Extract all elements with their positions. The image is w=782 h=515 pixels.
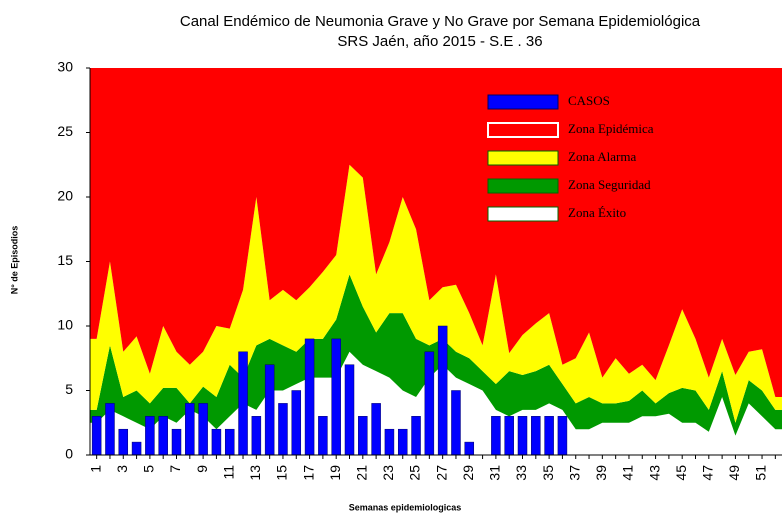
- x-tick-label: 27: [433, 465, 449, 481]
- legend-label: Zona Epidémica: [568, 121, 654, 136]
- legend-swatch: [487, 122, 559, 138]
- x-tick-label: 17: [300, 465, 316, 481]
- bar: [264, 364, 275, 456]
- legend-swatch: [487, 206, 559, 222]
- bar: [278, 403, 288, 456]
- bar: [105, 403, 115, 456]
- x-tick-label: 37: [566, 465, 582, 481]
- x-tick-label: 23: [380, 465, 396, 481]
- y-tick-label: 0: [65, 446, 73, 462]
- bar: [331, 338, 341, 456]
- bar: [397, 428, 408, 456]
- x-tick-label: 13: [247, 465, 263, 481]
- bar: [437, 325, 448, 456]
- bar: [251, 416, 262, 456]
- bar: [158, 416, 168, 456]
- bar: [211, 428, 222, 456]
- bar: [544, 416, 554, 456]
- x-tick-label: 19: [327, 465, 343, 481]
- x-tick-label: 51: [753, 465, 769, 481]
- y-tick-label: 5: [65, 381, 73, 397]
- bar: [145, 416, 155, 456]
- legend-swatch: [487, 178, 559, 194]
- x-tick-label: 15: [274, 465, 290, 481]
- chart-subtitle: SRS Jaén, año 2015 - S.E . 36: [337, 33, 542, 50]
- x-tick-label: 31: [487, 465, 503, 481]
- x-tick-label: 25: [407, 465, 423, 481]
- y-tick-label: 30: [57, 59, 73, 75]
- bar: [491, 416, 501, 456]
- y-tick-label: 10: [57, 317, 73, 333]
- x-tick-label: 47: [700, 465, 716, 481]
- bar: [531, 416, 541, 456]
- y-tick-label: 25: [57, 123, 73, 139]
- bar: [384, 428, 395, 456]
- x-tick-label: 21: [354, 465, 370, 481]
- bar: [185, 403, 195, 456]
- bar: [131, 441, 142, 456]
- bar: [171, 428, 182, 456]
- legend-swatch: [487, 94, 559, 110]
- x-tick-label: 45: [673, 465, 689, 481]
- zone-area: [90, 274, 782, 436]
- legend-swatch: [487, 150, 559, 166]
- x-tick-label: 39: [593, 465, 609, 481]
- legend-label: CASOS: [568, 93, 610, 108]
- chart-title: Canal Endémico de Neumonia Grave y No Gr…: [180, 13, 701, 30]
- x-tick-label: 29: [460, 465, 476, 481]
- x-axis-label: Semanas epidemiologicas: [349, 502, 462, 512]
- bar: [557, 416, 568, 456]
- bar: [304, 338, 315, 456]
- bar: [344, 364, 355, 456]
- bar: [451, 390, 461, 456]
- x-tick-label: 9: [194, 465, 210, 473]
- x-tick-label: 33: [513, 465, 529, 481]
- bar: [371, 403, 381, 456]
- x-tick-label: 11: [220, 465, 236, 480]
- x-tick-label: 35: [540, 465, 556, 481]
- bar: [91, 416, 102, 456]
- x-tick-label: 3: [114, 465, 130, 473]
- bar: [517, 416, 528, 456]
- x-tick-label: 7: [167, 465, 183, 473]
- bar: [358, 416, 368, 456]
- zone-area: [90, 68, 782, 397]
- bar: [318, 416, 328, 456]
- y-tick-label: 20: [57, 188, 73, 204]
- x-tick-label: 43: [646, 465, 662, 481]
- y-axis-label: N° de Episodios: [9, 226, 19, 295]
- bar: [464, 441, 475, 456]
- x-tick-label: 1: [87, 465, 103, 473]
- legend-label: Zona Éxito: [568, 205, 626, 220]
- x-tick-label: 5: [141, 465, 157, 473]
- bar: [238, 351, 248, 456]
- bar: [504, 416, 514, 456]
- y-tick-label: 15: [57, 252, 73, 268]
- x-tick-label: 49: [726, 465, 742, 481]
- legend-label: Zona Alarma: [568, 149, 636, 164]
- bar: [411, 416, 421, 456]
- zone-area: [90, 351, 782, 455]
- bar: [198, 403, 208, 456]
- bar: [424, 351, 435, 456]
- bar: [224, 428, 235, 456]
- x-tick-label: 41: [620, 465, 636, 481]
- legend-label: Zona Seguridad: [568, 177, 651, 192]
- bar: [118, 428, 129, 456]
- bar: [291, 390, 302, 456]
